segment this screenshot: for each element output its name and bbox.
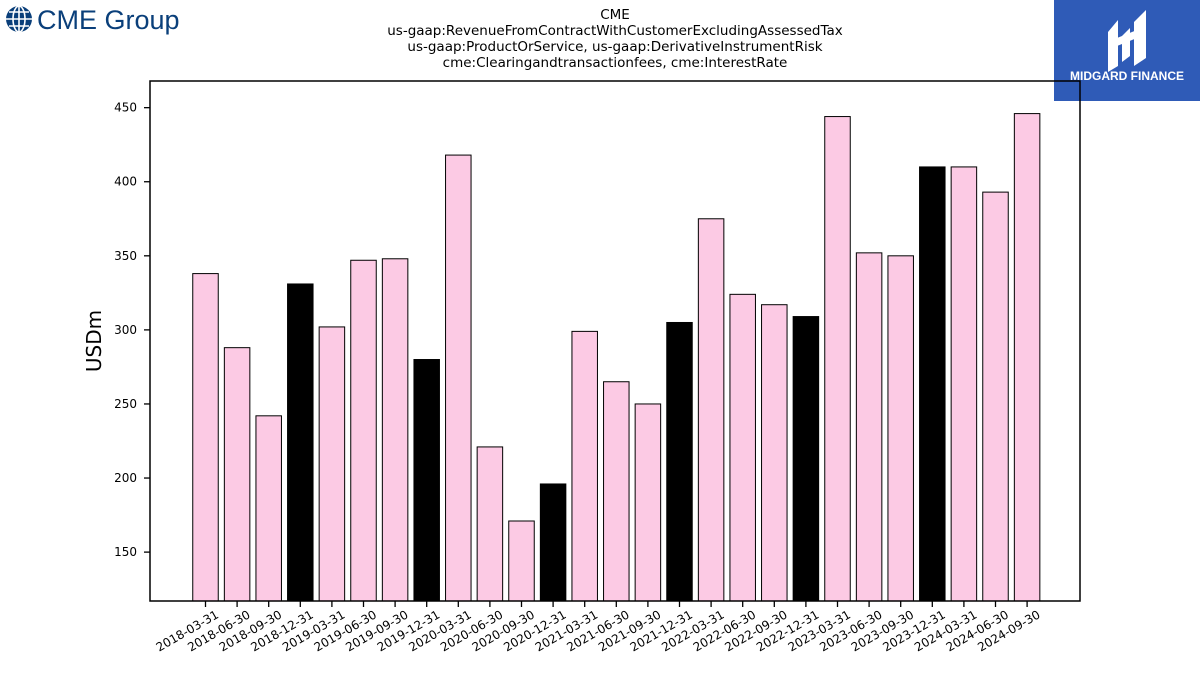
bar bbox=[413, 359, 440, 602]
bar bbox=[761, 304, 788, 602]
bar bbox=[223, 347, 251, 602]
bar bbox=[192, 273, 219, 602]
bar bbox=[508, 520, 535, 602]
y-tick-label: 300 bbox=[114, 323, 137, 337]
y-axis-label: USDm bbox=[82, 310, 106, 372]
bar bbox=[697, 218, 725, 602]
bar bbox=[539, 483, 567, 602]
y-tick-label: 350 bbox=[114, 249, 137, 263]
chart-title-line-3: us-gaap:ProductOrService, us-gaap:Deriva… bbox=[407, 39, 823, 55]
bar bbox=[318, 326, 346, 602]
bar bbox=[792, 316, 820, 602]
y-tick-label: 250 bbox=[114, 397, 137, 411]
midgard-finance-logo: MIDGARD FINANCE bbox=[1054, 0, 1200, 101]
chart-title-line-2: us-gaap:RevenueFromContractWithCustomerE… bbox=[387, 23, 843, 39]
bar bbox=[887, 255, 914, 602]
y-tick-label: 150 bbox=[114, 545, 137, 559]
bar bbox=[982, 191, 1009, 602]
bar bbox=[287, 283, 314, 602]
midgard-mark-icon bbox=[1108, 10, 1146, 72]
bar bbox=[255, 415, 282, 602]
midgard-logo-text: MIDGARD FINANCE bbox=[1070, 69, 1184, 83]
bar bbox=[603, 381, 630, 602]
cme-logo-text: CME Group bbox=[37, 5, 180, 35]
bar bbox=[824, 116, 851, 602]
plot-frame bbox=[149, 80, 1081, 602]
bar bbox=[919, 166, 946, 602]
bar bbox=[729, 293, 756, 602]
bar bbox=[855, 252, 883, 602]
y-tick-label: 450 bbox=[114, 101, 137, 115]
bar bbox=[634, 403, 662, 602]
bar bbox=[350, 259, 377, 602]
bar bbox=[666, 321, 693, 602]
bar bbox=[476, 446, 504, 602]
cme-group-logo: CME Group bbox=[6, 5, 180, 35]
bar bbox=[571, 330, 598, 602]
bar bbox=[950, 166, 978, 602]
y-tick-label: 200 bbox=[114, 471, 137, 485]
bar bbox=[445, 154, 472, 602]
bar bbox=[381, 258, 409, 602]
chart-title-line-1: CME bbox=[600, 7, 630, 23]
chart-title-line-4: cme:Clearingandtransactionfees, cme:Inte… bbox=[442, 55, 788, 71]
bar bbox=[1013, 113, 1041, 602]
y-tick-label: 400 bbox=[114, 175, 137, 189]
globe-icon bbox=[6, 5, 32, 33]
